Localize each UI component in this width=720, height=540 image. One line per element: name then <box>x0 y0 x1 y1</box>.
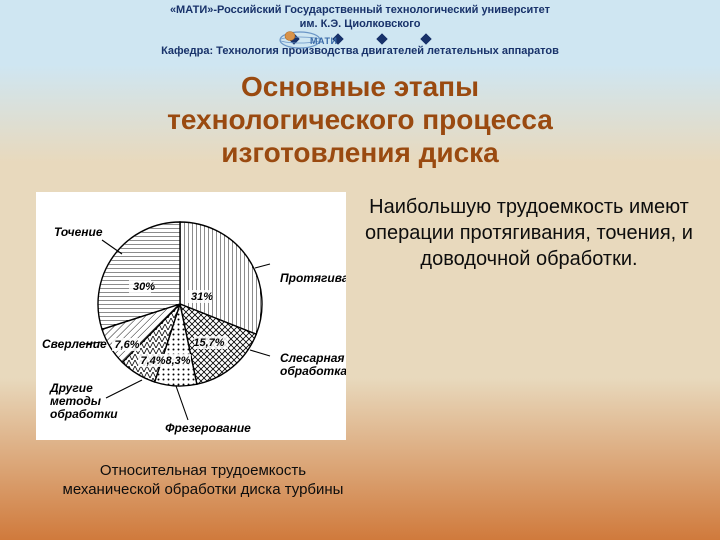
svg-text:обработка: обработка <box>280 364 346 378</box>
svg-text:Слесарная: Слесарная <box>280 351 344 365</box>
svg-text:7,4%: 7,4% <box>140 355 165 367</box>
svg-text:методы: методы <box>50 394 102 408</box>
svg-text:Фрезерование: Фрезерование <box>165 421 251 435</box>
svg-text:Протягивание: Протягивание <box>280 271 346 285</box>
svg-text:31%: 31% <box>191 291 213 303</box>
pie-chart: 31% 15,7%8,3%7,4%7,6% 30% Протягивание Слеса… <box>36 192 346 440</box>
svg-text:обработки: обработки <box>50 407 118 421</box>
svg-text:8,3%: 8,3% <box>165 355 190 367</box>
university-line2: им. К.Э. Циолковского <box>0 18 720 32</box>
diamond-icon <box>420 33 431 44</box>
diamond-icon <box>376 33 387 44</box>
svg-text:15,7%: 15,7% <box>193 337 224 349</box>
university-line1: «МАТИ»-Российский Государственный технол… <box>0 4 720 18</box>
svg-text:Точение: Точение <box>54 225 103 239</box>
slide-title: Основные этапы технологического процесса… <box>0 70 720 169</box>
title-line1: Основные этапы <box>0 70 720 103</box>
svg-text:30%: 30% <box>133 281 155 293</box>
chart-caption: Относительная трудоемкость механической … <box>58 462 348 500</box>
department-line: Кафедра: Технология производства двигате… <box>0 45 720 59</box>
diamond-divider <box>0 35 720 43</box>
title-line3: изготовления диска <box>0 136 720 169</box>
slide-header: «МАТИ»-Российский Государственный технол… <box>0 4 720 58</box>
title-line2: технологического процесса <box>0 103 720 136</box>
svg-text:Сверление: Сверление <box>42 337 107 351</box>
mati-logo-text: МАТИ <box>310 36 338 46</box>
svg-text:Другие: Другие <box>49 381 93 395</box>
main-paragraph: Наибольшую трудоемкость имеют операции п… <box>362 194 696 272</box>
svg-text:7,6%: 7,6% <box>114 339 139 351</box>
